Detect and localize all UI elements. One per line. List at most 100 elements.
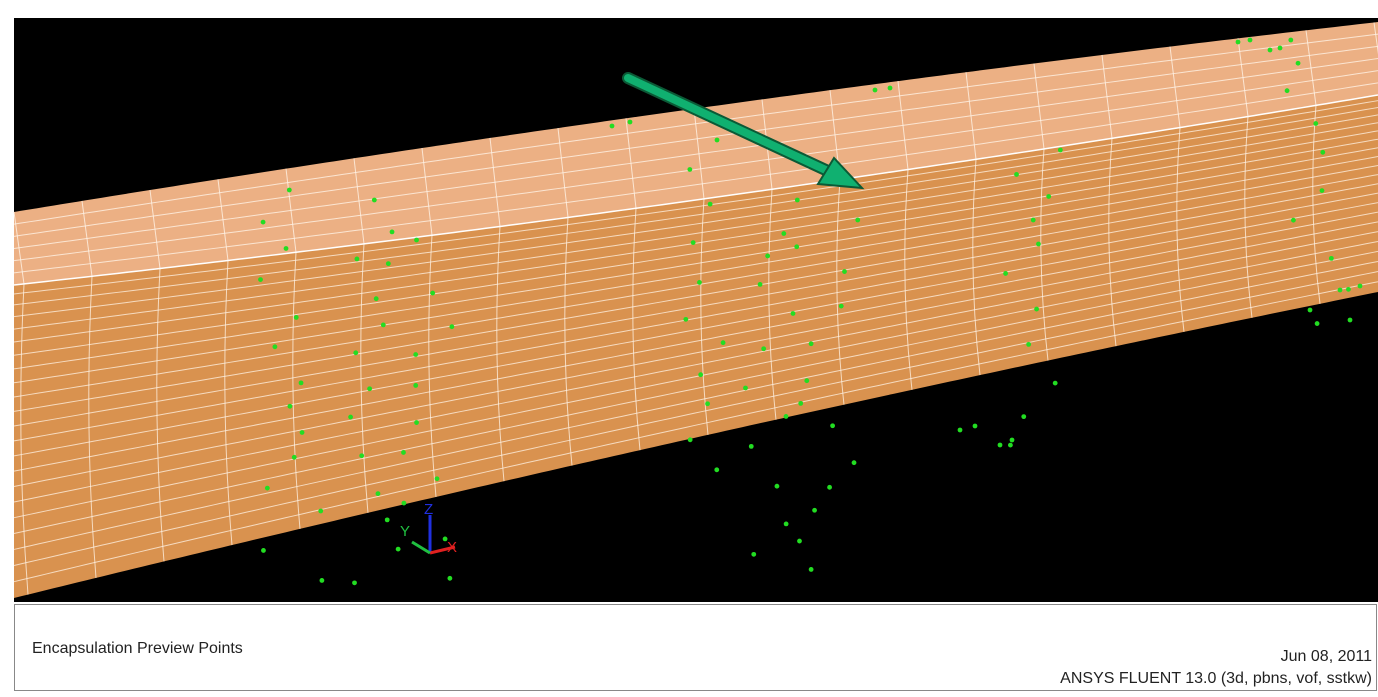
preview-point xyxy=(1034,307,1039,312)
preview-point xyxy=(359,453,364,458)
preview-point xyxy=(1014,172,1019,177)
preview-point xyxy=(287,188,292,193)
preview-point xyxy=(1338,288,1343,293)
preview-point xyxy=(749,444,754,449)
preview-point xyxy=(683,317,688,322)
preview-point xyxy=(842,269,847,274)
preview-point xyxy=(775,484,780,489)
preview-point xyxy=(1036,242,1041,247)
preview-point xyxy=(888,86,893,91)
preview-point xyxy=(1021,414,1026,419)
preview-point xyxy=(1348,318,1353,323)
preview-point xyxy=(1320,188,1325,193)
preview-point xyxy=(299,380,304,385)
preview-point xyxy=(300,430,305,435)
preview-point xyxy=(258,277,263,282)
preview-point xyxy=(449,324,454,329)
preview-point xyxy=(873,88,878,93)
preview-point xyxy=(1026,342,1031,347)
preview-point xyxy=(784,522,789,527)
preview-point xyxy=(1358,284,1363,289)
preview-point xyxy=(715,138,720,143)
preview-point xyxy=(698,372,703,377)
preview-point xyxy=(1329,256,1334,261)
preview-point xyxy=(355,257,360,262)
preview-point xyxy=(610,124,615,129)
preview-point xyxy=(318,509,323,514)
preview-point xyxy=(1308,308,1313,313)
preview-point xyxy=(292,455,297,460)
preview-point xyxy=(705,401,710,406)
preview-point xyxy=(386,261,391,266)
preview-point xyxy=(751,552,756,557)
preview-point xyxy=(294,315,299,320)
preview-point xyxy=(830,423,835,428)
triad-y: Y xyxy=(400,523,410,540)
preview-point xyxy=(1031,218,1036,223)
preview-point xyxy=(1010,438,1015,443)
preview-point xyxy=(1248,38,1253,43)
preview-point xyxy=(284,246,289,251)
preview-point xyxy=(353,350,358,355)
preview-point xyxy=(396,547,401,552)
preview-point xyxy=(265,486,270,491)
preview-point xyxy=(827,485,832,490)
preview-point xyxy=(809,567,814,572)
preview-point xyxy=(691,240,696,245)
preview-point xyxy=(348,415,353,420)
preview-point xyxy=(761,346,766,351)
preview-point xyxy=(721,340,726,345)
preview-point xyxy=(385,517,390,522)
preview-point xyxy=(839,304,844,309)
preview-point xyxy=(402,501,407,506)
preview-point xyxy=(697,280,702,285)
preview-point xyxy=(812,508,817,513)
preview-point xyxy=(1291,218,1296,223)
preview-point xyxy=(287,404,292,409)
preview-point xyxy=(795,198,800,203)
preview-point xyxy=(376,491,381,496)
preview-point xyxy=(1320,150,1325,155)
preview-point xyxy=(1296,61,1301,66)
preview-point xyxy=(687,167,692,172)
preview-point xyxy=(413,383,418,388)
preview-point xyxy=(1053,381,1058,386)
panel-date: Jun 08, 2011 xyxy=(1281,648,1372,665)
triad-z: Z xyxy=(424,501,433,518)
preview-point xyxy=(628,120,633,125)
preview-point xyxy=(1285,88,1290,93)
triad-x: X xyxy=(447,539,457,556)
preview-point xyxy=(797,539,802,544)
preview-point xyxy=(372,198,377,203)
preview-point xyxy=(781,231,786,236)
preview-point xyxy=(758,282,763,287)
preview-point xyxy=(1236,40,1241,45)
preview-point xyxy=(804,378,809,383)
preview-point xyxy=(319,578,324,583)
preview-point xyxy=(688,437,693,442)
preview-point xyxy=(447,576,452,581)
preview-point xyxy=(1008,443,1013,448)
preview-point xyxy=(708,202,713,207)
preview-point xyxy=(374,296,379,301)
preview-point xyxy=(1278,46,1283,51)
preview-point xyxy=(743,386,748,391)
preview-point xyxy=(401,450,406,455)
preview-point xyxy=(1313,121,1318,126)
preview-point xyxy=(367,386,372,391)
preview-point xyxy=(1315,321,1320,326)
preview-point xyxy=(852,460,857,465)
fluent-window: Z X Y Encapsulation Preview Points Jun 0… xyxy=(0,0,1378,692)
preview-point xyxy=(390,230,395,235)
panel-title: Encapsulation Preview Points xyxy=(32,640,243,657)
preview-point xyxy=(435,476,440,481)
preview-point xyxy=(261,220,266,225)
preview-point xyxy=(794,244,799,249)
preview-point xyxy=(413,352,418,357)
preview-point xyxy=(973,424,978,429)
preview-point xyxy=(855,218,860,223)
preview-point xyxy=(261,548,266,553)
preview-point xyxy=(1346,287,1351,292)
preview-point xyxy=(958,428,963,433)
preview-point xyxy=(430,291,435,296)
